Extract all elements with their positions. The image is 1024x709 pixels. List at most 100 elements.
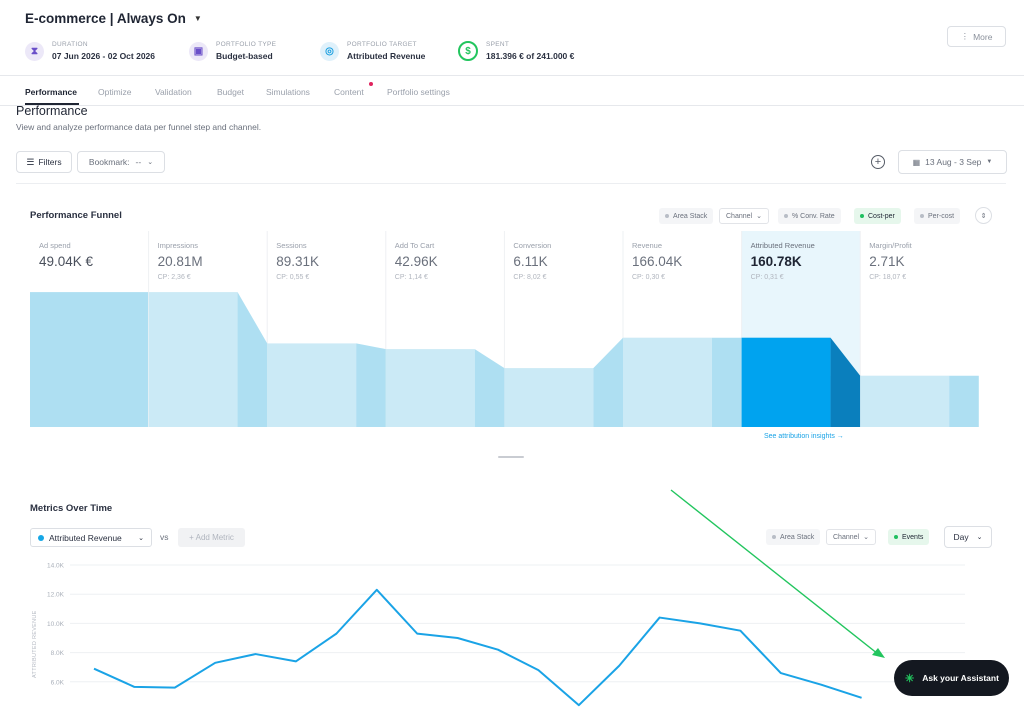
caret-down-icon[interactable]: ▼	[193, 14, 202, 23]
funnel-step[interactable]: Impressions 20.81M CP: 2,36 €	[149, 231, 267, 427]
metric-value: Attributed Revenue	[49, 532, 122, 543]
stat-duration: ⧗ DURATION 07 Jun 2026 - 02 Oct 2026	[25, 41, 189, 61]
funnel-step[interactable]: Margin/Profit 2.71K CP: 18,07 €	[860, 231, 978, 427]
funnel-step-value: 166.04K	[632, 254, 683, 269]
chevron-down-icon: ⌄	[147, 159, 154, 166]
y-tick-label: 12.0K	[47, 592, 65, 599]
funnel-step-label: Add To Cart	[394, 241, 435, 250]
events-toggle[interactable]: Events	[888, 529, 930, 545]
stat-value: Attributed Revenue	[347, 51, 426, 61]
stat-portfolio-type: ▣ PORTFOLIO TYPE Budget-based	[189, 41, 320, 61]
see-attribution-insights-link[interactable]: See attribution insights →	[764, 433, 844, 440]
more-label: More	[973, 31, 993, 42]
page-subtitle: View and analyze performance data per fu…	[16, 122, 262, 132]
funnel-step[interactable]: Ad spend 49.04K €	[30, 231, 148, 427]
granularity-value: Day	[953, 532, 969, 542]
funnel-step[interactable]: Revenue 166.04K CP: 0,30 €	[623, 231, 741, 427]
stat-value: Budget-based	[216, 51, 273, 61]
funnel-step-cost-per: CP: 1,14 €	[394, 274, 428, 281]
funnel-step-value: 6.11K	[513, 254, 548, 269]
metric-selector[interactable]: Attributed Revenue ⌄	[30, 528, 152, 547]
funnel-step-value: 89.31K	[276, 254, 319, 269]
ask-assistant-button[interactable]: ✳ Ask your Assistant	[894, 660, 1009, 696]
divider	[16, 183, 1006, 184]
tab-portfolio-settings[interactable]: Portfolio settings	[387, 87, 450, 97]
date-range-picker[interactable]: ▦ 13 Aug - 3 Sep ▼	[898, 150, 1007, 174]
vs-label: vs	[160, 532, 169, 542]
per-cost-toggle[interactable]: Per-cost	[914, 208, 961, 224]
chevron-down-icon: ⌄	[976, 534, 983, 541]
funnel-step[interactable]: Conversion 6.11K CP: 8,02 €	[504, 231, 622, 427]
granularity-dropdown[interactable]: Day ⌄	[944, 526, 992, 548]
tab-budget[interactable]: Budget	[217, 87, 244, 97]
chip-label: Per-cost	[928, 212, 955, 220]
add-circle-icon[interactable]: +	[871, 155, 885, 169]
funnel-step-value: 20.81M	[157, 254, 203, 269]
funnel-step[interactable]: Attributed Revenue 160.78K CP: 0,31 €	[742, 231, 860, 427]
funnel-step-value: 42.96K	[394, 254, 438, 269]
tab-simulations[interactable]: Simulations	[266, 87, 310, 97]
bookmark-dropdown[interactable]: Bookmark: -- ⌄	[77, 151, 165, 173]
funnel-step-cost-per: CP: 0,31 €	[750, 274, 784, 281]
kebab-icon: ⋮	[960, 31, 970, 41]
portfolio-stats: ⧗ DURATION 07 Jun 2026 - 02 Oct 2026 ▣ P…	[25, 41, 574, 61]
bookmark-value: --	[135, 157, 142, 167]
stat-label: DURATION	[52, 41, 88, 48]
chevron-down-icon: ▼	[986, 159, 993, 165]
y-tick-label: 8.0K	[51, 650, 65, 657]
stat-value: 181.396 € of 241.000 €	[486, 51, 575, 61]
funnel-step-label: Conversion	[513, 241, 552, 250]
portfolio-title[interactable]: E-commerce | Always On	[25, 11, 186, 26]
stat-label: PORTFOLIO TYPE	[216, 41, 277, 48]
funnel-step-label: Ad spend	[39, 241, 71, 250]
y-tick-label: 6.0K	[51, 679, 65, 686]
stat-label: SPENT	[486, 41, 510, 48]
funnel-step-value: 49.04K €	[39, 254, 94, 269]
portfolio-header: E-commerce | Always On ▼ ⧗ DURATION 07 J…	[0, 0, 1024, 76]
area-stack-toggle[interactable]: Area Stack	[766, 529, 821, 545]
chip-label: Area Stack	[780, 533, 815, 541]
funnel-step-label: Sessions	[276, 241, 307, 250]
channel-dropdown[interactable]: Channel ⌄	[719, 208, 769, 224]
tab-validation[interactable]: Validation	[155, 87, 192, 97]
add-metric-button[interactable]: + Add Metric	[178, 528, 245, 547]
chevron-down-icon: ⌄	[756, 213, 762, 220]
chip-label: % Conv. Rate	[792, 212, 835, 220]
more-button[interactable]: ⋮ More	[947, 26, 1006, 47]
y-tick-label: 10.0K	[47, 621, 65, 628]
target-icon: ◎	[320, 41, 339, 61]
tab-performance[interactable]: Performance	[25, 87, 77, 97]
funnel-step-cost-per: CP: 2,36 €	[157, 274, 191, 281]
funnel-step-label: Margin/Profit	[869, 241, 912, 250]
filters-button[interactable]: ☰ Filters	[16, 151, 72, 173]
series-line	[93, 588, 862, 707]
cost-per-toggle[interactable]: Cost-per	[854, 208, 901, 224]
area-stack-toggle[interactable]: Area Stack	[659, 208, 714, 224]
funnel-step-cost-per: CP: 0,55 €	[276, 274, 310, 281]
assistant-label: Ask your Assistant	[922, 673, 999, 683]
funnel-step[interactable]: Add To Cart 42.96K CP: 1,14 €	[386, 231, 504, 427]
funnel-step-value: 160.78K	[750, 254, 802, 269]
funnel-step-label: Attributed Revenue	[750, 241, 815, 250]
stat-label: PORTFOLIO TARGET	[347, 41, 417, 48]
chip-label: Channel	[833, 533, 860, 541]
stat-spent: $ SPENT 181.396 € of 241.000 €	[458, 41, 574, 61]
funnel-title: Performance Funnel	[30, 210, 122, 221]
annotation-arrow	[670, 489, 879, 655]
resize-handle[interactable]	[498, 456, 524, 458]
funnel-step[interactable]: Sessions 89.31K CP: 0,55 €	[267, 231, 385, 427]
tab-content[interactable]: Content	[334, 87, 364, 97]
y-axis-label: ATTRIBUTED REVENUE	[32, 610, 38, 678]
expand-collapse-icon[interactable]: ⇕	[975, 207, 992, 224]
dollar-progress-icon: $	[458, 41, 478, 61]
portfolio-selector[interactable]: E-commerce | Always On ▼	[25, 11, 202, 26]
conv-rate-toggle[interactable]: % Conv. Rate	[778, 208, 841, 224]
sliders-icon: ☰	[26, 156, 35, 167]
channel-dropdown[interactable]: Channel ⌄	[826, 529, 876, 545]
stat-portfolio-target: ◎ PORTFOLIO TARGET Attributed Revenue	[320, 41, 458, 61]
arrow-head-icon	[872, 648, 885, 658]
tab-optimize[interactable]: Optimize	[98, 87, 132, 97]
filters-label: Filters	[38, 157, 62, 167]
chip-label: Area Stack	[673, 212, 708, 220]
